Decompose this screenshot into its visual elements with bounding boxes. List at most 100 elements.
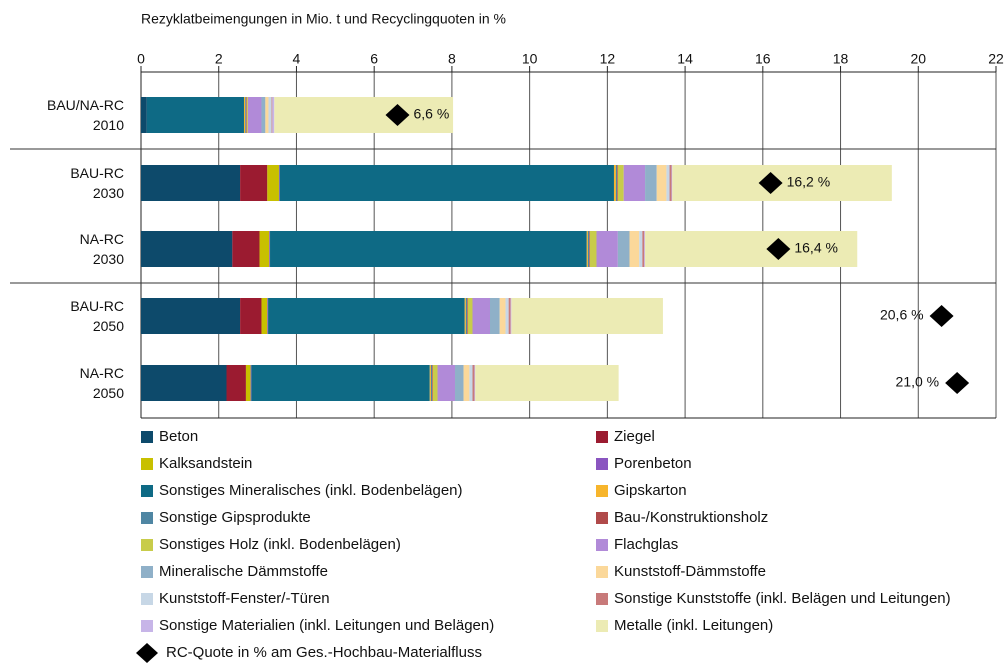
rc-quote-label: 16,2 % [787,174,831,190]
legend-swatch [596,620,608,632]
bar-segment [465,298,468,334]
legend-swatch [141,539,153,551]
bar-segment [259,231,270,267]
y-tick-label: NA-RC 2030 [79,231,124,267]
bar-segment [274,97,454,133]
bar-segment [245,365,251,401]
bar-segment [645,165,657,201]
legend-label: Ziegel [614,428,655,445]
x-tick-label: 4 [293,51,301,67]
bar-segment [141,231,233,267]
legend-swatch [141,512,153,524]
bar-segment [437,365,456,401]
legend-label: Sonstiges Mineralisches (inkl. Bodenbelä… [159,482,463,499]
bar-segment [250,365,252,401]
legend-label: Sonstige Kunststoffe (inkl. Belägen und … [614,590,951,607]
bar-segment [656,165,667,201]
bar-segment [430,365,433,401]
bar-segment [617,165,618,201]
bar-segment [475,365,619,401]
legend-swatch [596,539,608,551]
bar-segment [279,165,614,201]
legend-label: Sonstige Gipsprodukte [159,509,311,526]
bar-segment [639,231,643,267]
x-tick-label: 20 [910,51,926,67]
bar-segment [671,165,673,201]
bar-segment [613,165,616,201]
legend-label: Sonstiges Holz (inkl. Bodenbelägen) [159,536,401,553]
x-tick-label: 10 [522,51,538,67]
legend-swatch [596,593,608,605]
y-tick-label: BAU/NA-RC 2010 [46,97,124,133]
bar-segment [617,165,624,201]
bar-segment [265,97,269,133]
legend-swatch [141,620,153,632]
bar-segment [467,298,473,334]
bar-segment [267,298,269,334]
bar-segment [596,231,618,267]
bar-segment [226,365,246,401]
bar-segment [141,365,227,401]
bar-segment [615,165,618,201]
bar-segment [463,365,470,401]
bar-segment [246,97,248,133]
legend-swatch [141,431,153,443]
legend-label: Kunststoff-Fenster/-Türen [159,590,330,607]
x-tick-label: 8 [448,51,456,67]
rc-quote-label: 6,6 % [414,106,450,122]
bar-segment [629,231,640,267]
legend-label: Porenbeton [614,455,692,472]
bar-segment [474,365,476,401]
legend-swatch [596,512,608,524]
bar-segment [499,298,506,334]
x-tick-label: 22 [988,51,1004,67]
bar-segment [141,165,241,201]
bar-segment [251,365,430,401]
bar-segment [666,165,670,201]
bar-segment [505,298,509,334]
rc-quote-marker [945,372,970,394]
bar-segment [623,165,646,201]
x-tick-label: 18 [833,51,849,67]
bar-segment [467,298,468,334]
bar-segment [432,365,438,401]
legend-swatch [596,485,608,497]
x-tick-label: 2 [215,51,223,67]
x-tick-label: 6 [370,51,378,67]
legend-label: Bau-/Konstruktionsholz [614,509,768,526]
bar-segment [271,97,273,133]
bar-segment [232,231,260,267]
x-tick-label: 0 [137,51,145,67]
legend-label: Kalksandstein [159,455,252,472]
bar-segment [261,97,266,133]
rc-quote-marker [929,305,954,327]
x-tick-label: 12 [600,51,616,67]
bar-segment [247,97,262,133]
bar-segment [464,298,466,334]
bar-segment [508,298,511,334]
chart-title: Rezyklatbeimengungen in Mio. t und Recyc… [141,11,506,27]
rc-quote-marker [385,104,410,126]
bar-segment [645,231,858,267]
legend-swatch [596,431,608,443]
bar-segment [245,97,247,133]
legend-label: Flachglas [614,536,678,553]
legend-label: Metalle (inkl. Leitungen) [614,617,773,634]
rc-quote-marker [758,172,783,194]
bar-segment [269,231,271,267]
y-tick-label: NA-RC 2050 [79,365,124,401]
bar-segment [240,165,268,201]
bar-segment [245,97,246,133]
bar-segment [146,97,244,133]
bar-segment [589,231,597,267]
bar-segment [243,97,246,133]
bar-segment [240,298,262,334]
bar-segment [270,231,587,267]
bar-segment [587,231,590,267]
bar-segment [644,231,646,267]
legend-label: Gipskarton [614,482,687,499]
bar-segment [642,231,645,267]
y-tick-label: BAU-RC 2050 [70,298,124,334]
